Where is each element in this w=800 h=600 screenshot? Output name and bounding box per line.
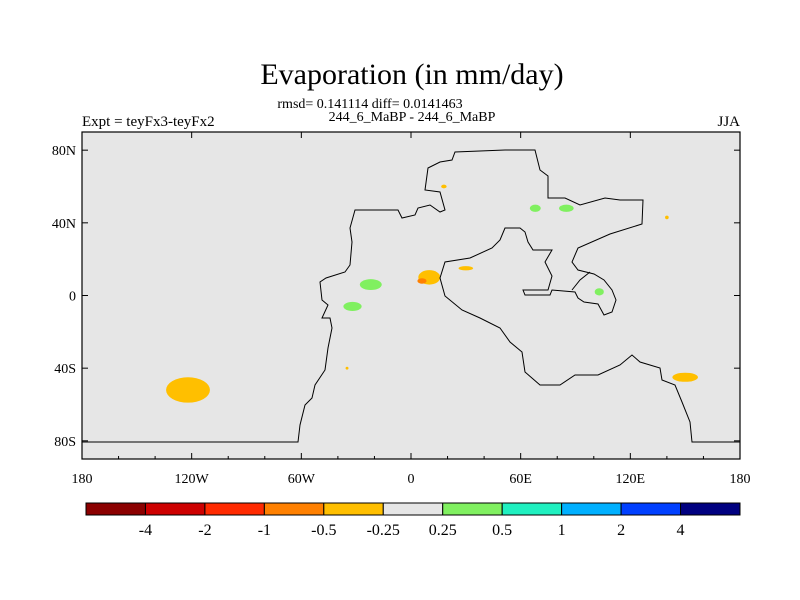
y-tick-label-1: 40N — [52, 217, 76, 232]
anomaly-region-0 — [94, 333, 117, 341]
colorbar-box-1 — [144, 502, 206, 516]
coastline-inner-basin — [571, 271, 591, 291]
anomaly-regions — [94, 184, 698, 403]
colorbar-box-4 — [323, 502, 384, 516]
colorbar-label-0: -4 — [139, 522, 152, 539]
colorbar-label-9: 4 — [677, 522, 685, 539]
colorbar-label-1: -2 — [198, 522, 211, 539]
anomaly-region-18 — [665, 215, 669, 220]
x-tick-label-0: 180 — [72, 472, 93, 487]
anomaly-region-2 — [166, 377, 210, 403]
anomaly-region-14 — [584, 255, 596, 263]
experiment-label: Expt = teyFx3-teyFx2 — [82, 114, 215, 130]
colorbar: -4 -2 -1 -0.5 -0.25 0.25 0.5 1 2 4 — [85, 502, 741, 539]
anomaly-region-21 — [345, 366, 349, 370]
anomaly-region-11 — [500, 226, 523, 238]
colorbar-box-6 — [442, 502, 503, 516]
anomaly-region-19 — [661, 353, 677, 361]
coastline-main-continent — [82, 149, 740, 443]
figure-title: Evaporation (in mm/day) — [260, 58, 563, 91]
season-label: JJA — [717, 114, 740, 130]
anomaly-region-4 — [359, 279, 382, 291]
colorbar-label-8: 2 — [617, 522, 625, 539]
anomaly-region-15 — [594, 288, 604, 296]
anomaly-region-9 — [417, 278, 427, 284]
x-tick-label-6: 180 — [730, 472, 751, 487]
anomaly-region-17 — [441, 184, 447, 189]
colorbar-label-5: 0.25 — [429, 522, 457, 539]
x-tick-label-1: 120W — [175, 472, 210, 487]
colorbar-box-10 — [680, 502, 741, 516]
x-tick-label-3: 0 — [408, 472, 415, 487]
stats-line: rmsd= 0.141114 diff= 0.0141463 — [277, 97, 462, 112]
x-tick-label-4: 60E — [509, 472, 532, 487]
anomaly-region-7 — [453, 341, 472, 351]
x-tick-label-5: 120E — [616, 472, 646, 487]
anomaly-region-10 — [458, 266, 474, 271]
colorbar-box-3 — [263, 502, 325, 516]
colorbar-label-3: -0.5 — [311, 522, 336, 539]
x-tick-label-2: 60W — [288, 472, 316, 487]
colorbar-box-7 — [501, 502, 563, 516]
anomaly-region-1 — [129, 382, 156, 398]
anomaly-region-16 — [537, 322, 552, 334]
axis-ticks: 180 120W 60W 0 60E 120E 180 80N 40N 0 40S 80S — [52, 132, 751, 487]
subtitle: 244_6_MaBP - 244_6_MaBP — [329, 110, 496, 125]
colorbar-box-2 — [204, 502, 265, 516]
y-tick-label-4: 80S — [54, 435, 76, 450]
colorbar-box-9 — [620, 502, 682, 516]
coastline-outline — [82, 149, 740, 443]
anomaly-region-12 — [529, 204, 541, 212]
anomaly-region-6 — [416, 327, 435, 337]
map-panel: 180 120W 60W 0 60E 120E 180 80N 40N 0 40S 80S — [52, 131, 751, 487]
colorbar-label-4: -0.25 — [367, 522, 400, 539]
colorbar-box-5 — [382, 502, 444, 516]
colorbar-label-6: 0.5 — [492, 522, 512, 539]
anomaly-region-3 — [343, 301, 362, 311]
colorbar-box-0 — [85, 502, 146, 516]
y-tick-label-0: 80N — [52, 144, 76, 159]
y-tick-label-3: 40S — [54, 362, 76, 377]
colorbar-label-2: -1 — [258, 522, 271, 539]
colorbar-box-8 — [561, 502, 622, 516]
colorbar-label-7: 1 — [558, 522, 566, 539]
map-background — [82, 132, 740, 459]
anomaly-region-5 — [381, 327, 397, 337]
anomaly-region-20 — [672, 372, 698, 382]
anomaly-region-13 — [559, 204, 574, 212]
y-tick-label-2: 0 — [69, 290, 76, 305]
